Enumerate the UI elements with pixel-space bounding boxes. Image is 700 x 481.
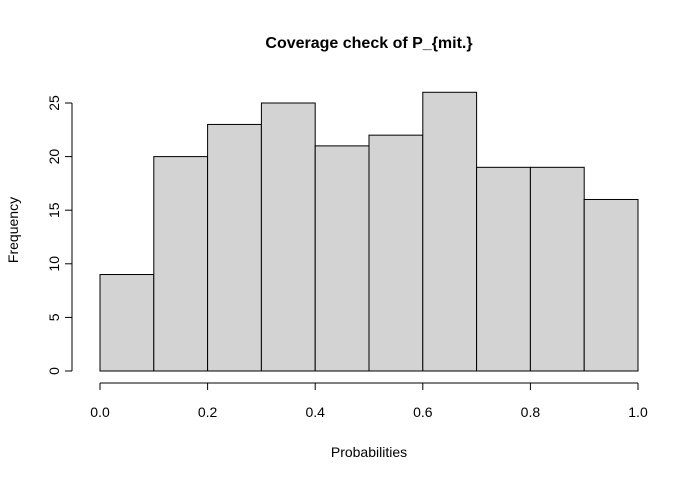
x-tick-label: 0.4: [305, 404, 325, 420]
histogram-bar: [529, 166, 585, 372]
y-tick-label: 10: [46, 256, 62, 272]
x-tick-label: 1.0: [628, 404, 648, 420]
x-tick-label: 0.8: [521, 404, 541, 420]
x-tick-label: 0.2: [198, 404, 218, 420]
y-axis-label: Frequency: [5, 197, 21, 263]
histogram-bar: [153, 156, 209, 372]
histogram-bar: [314, 145, 370, 372]
histogram-bar: [422, 91, 478, 372]
histogram-bar: [583, 198, 639, 372]
x-axis-label: Probabilities: [331, 444, 407, 460]
histogram-bar: [207, 123, 262, 372]
chart-title: Coverage check of P_{mit.}: [265, 35, 472, 52]
histogram-bar: [368, 134, 424, 372]
x-axis: 0.0 0.2 0.4 0.6 0.8 1.0: [90, 382, 648, 420]
histogram-bar: [260, 102, 316, 372]
y-axis: 0 5 10 15 20 25: [46, 95, 73, 375]
y-tick-label: 0: [46, 367, 62, 375]
y-tick-label: 20: [46, 149, 62, 165]
x-tick-label: 0.0: [90, 404, 110, 420]
histogram-bar: [476, 166, 531, 372]
bars-group: [99, 91, 639, 372]
x-tick-label: 0.6: [413, 404, 433, 420]
histogram-bar: [99, 274, 155, 372]
y-tick-label: 25: [46, 95, 62, 111]
y-tick-label: 15: [46, 202, 62, 218]
y-tick-label: 5: [46, 313, 62, 321]
